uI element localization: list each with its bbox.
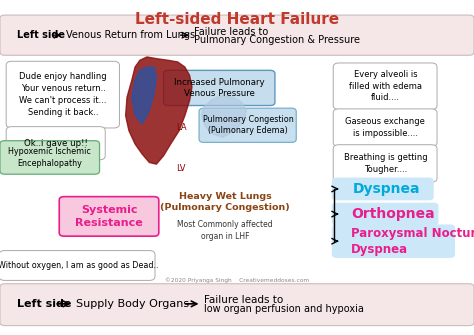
Text: Left side: Left side [17,299,71,309]
FancyBboxPatch shape [332,224,455,258]
Text: Hypoxemic Ischemic
Encephalopathy: Hypoxemic Ischemic Encephalopathy [9,147,91,168]
Text: Increased Pulmonary
Venous Pressure: Increased Pulmonary Venous Pressure [174,78,265,98]
Polygon shape [201,95,246,137]
FancyBboxPatch shape [6,61,119,128]
FancyBboxPatch shape [199,108,296,142]
Text: Pulmonary Congestion & Pressure: Pulmonary Congestion & Pressure [194,35,360,45]
Polygon shape [132,67,156,124]
Text: LV: LV [176,164,186,173]
Text: Venous Return from Lungs: Venous Return from Lungs [66,30,195,40]
Text: Left side: Left side [17,30,64,40]
Text: ©2020 Priyanga Singh    Creativemeddoses.com: ©2020 Priyanga Singh Creativemeddoses.co… [165,277,309,282]
FancyBboxPatch shape [333,63,437,110]
Text: Dude enjoy handling
Your venous return..
We can't process it...
Sending it back.: Dude enjoy handling Your venous return..… [19,72,107,117]
FancyBboxPatch shape [59,197,159,236]
FancyBboxPatch shape [332,203,438,225]
Text: Breathing is getting
Tougher....: Breathing is getting Tougher.... [344,153,427,174]
Text: Without oxygen, I am as good as Dead..: Without oxygen, I am as good as Dead.. [0,261,158,270]
FancyBboxPatch shape [0,141,100,174]
Text: Left-sided Heart Failure: Left-sided Heart Failure [135,12,339,27]
FancyBboxPatch shape [6,127,105,160]
FancyBboxPatch shape [0,251,155,280]
FancyBboxPatch shape [0,284,474,326]
FancyBboxPatch shape [164,70,275,106]
Text: Dyspnea: Dyspnea [353,182,420,196]
FancyBboxPatch shape [333,109,437,146]
Text: Heavy Wet Lungs
(Pulmonary Congestion): Heavy Wet Lungs (Pulmonary Congestion) [160,192,290,212]
Text: Failure leads to: Failure leads to [204,295,283,305]
Text: LA: LA [176,124,187,132]
Text: Supply Body Organs: Supply Body Organs [76,299,189,309]
Text: Pulmonary Congestion
(Pulmonary Edema): Pulmonary Congestion (Pulmonary Edema) [202,115,293,135]
Text: Orthopnea: Orthopnea [351,207,434,221]
FancyBboxPatch shape [333,145,437,182]
Text: Gaseous exchange
is impossible....: Gaseous exchange is impossible.... [346,117,425,138]
Text: low organ perfusion and hypoxia: low organ perfusion and hypoxia [204,304,364,314]
Polygon shape [126,57,192,164]
Text: Ok..i gave up!!: Ok..i gave up!! [24,139,88,147]
Text: Most Commonly affected
organ in LHF: Most Commonly affected organ in LHF [177,220,273,241]
Text: Systemic
Resistance: Systemic Resistance [75,205,143,227]
Text: Paroxysmal Nocturnal
Dyspnea: Paroxysmal Nocturnal Dyspnea [351,227,474,256]
FancyBboxPatch shape [332,178,434,200]
Text: Failure leads to: Failure leads to [194,27,269,37]
Text: Every alveoli is
filled with edema
fluid....: Every alveoli is filled with edema fluid… [349,70,422,103]
FancyBboxPatch shape [0,15,474,55]
